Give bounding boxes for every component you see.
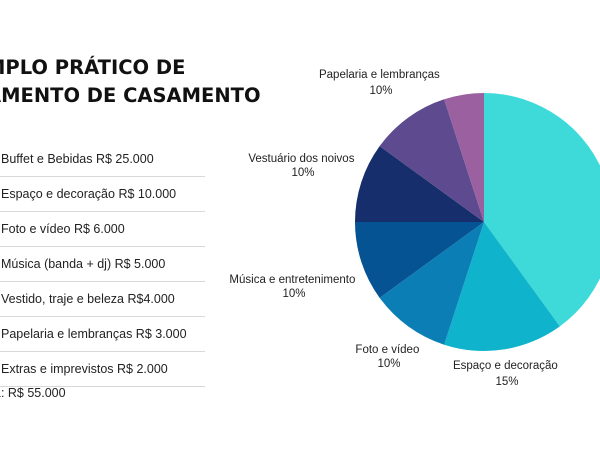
budget-total: L: R$ 55.000 [0,386,66,400]
slice-label-papelaria-name: Papelaria e lembranças [319,69,440,81]
pie-slice-4 [355,146,484,222]
budget-item-musica: Música (banda + dj) R$ 5.000 [0,247,205,282]
slice-label-vestuario: Vestuário dos noivos 10% [248,153,357,179]
pie-slice-5 [379,99,484,222]
pie-slice-2 [379,222,484,345]
slice-label-espaco-name: Espaço e decoração [453,360,558,372]
slice-label-espaco-value: 15% [495,376,518,388]
budget-item-extras: Extras e imprevistos R$ 2.000 [0,352,205,387]
slice-label-musica-value: 10% [282,288,305,300]
slice-label-foto-value: 10% [377,358,400,370]
slice-label-foto: Foto e vídeo 10% [355,344,422,370]
slice-label-musica: Música e entretenimento 10% [229,274,358,300]
page-title: MPLO PRÁTICO DE AMENTO DE CASAMENTO [0,54,261,110]
budget-item-vestido: Vestido, traje e beleza R$4.000 [0,282,205,317]
pie-slice-0 [484,93,600,327]
title-line-1: MPLO PRÁTICO DE [0,56,186,79]
slice-label-papelaria: Papelaria e lembranças 10% [319,69,443,97]
slice-label-vestuario-value: 10% [291,167,314,179]
budget-item-espaco: Espaço e decoração R$ 10.000 [0,177,205,212]
title-line-2: AMENTO DE CASAMENTO [0,84,261,107]
slice-label-espaco: Espaço e decoração 15% [453,360,561,388]
pie-slice-3 [355,222,484,298]
budget-item-foto: Foto e vídeo R$ 6.000 [0,212,205,247]
budget-item-papelaria: Papelaria e lembranças R$ 3.000 [0,317,205,352]
slice-label-papelaria-value: 10% [369,85,392,97]
slice-label-foto-name: Foto e vídeo [355,344,419,356]
budget-list: Buffet e Bebidas R$ 25.000 Espaço e deco… [0,142,205,387]
slice-label-vestuario-name: Vestuário dos noivos [248,153,354,165]
pie-slice-6 [444,93,484,222]
pie-slice-1 [444,222,560,351]
slice-label-musica-name: Música e entretenimento [229,274,355,286]
pie-slices [355,93,600,351]
pie-labels: Espaço e decoração 15% Foto e vídeo 10% … [229,69,561,388]
budget-item-buffet: Buffet e Bebidas R$ 25.000 [0,142,205,177]
